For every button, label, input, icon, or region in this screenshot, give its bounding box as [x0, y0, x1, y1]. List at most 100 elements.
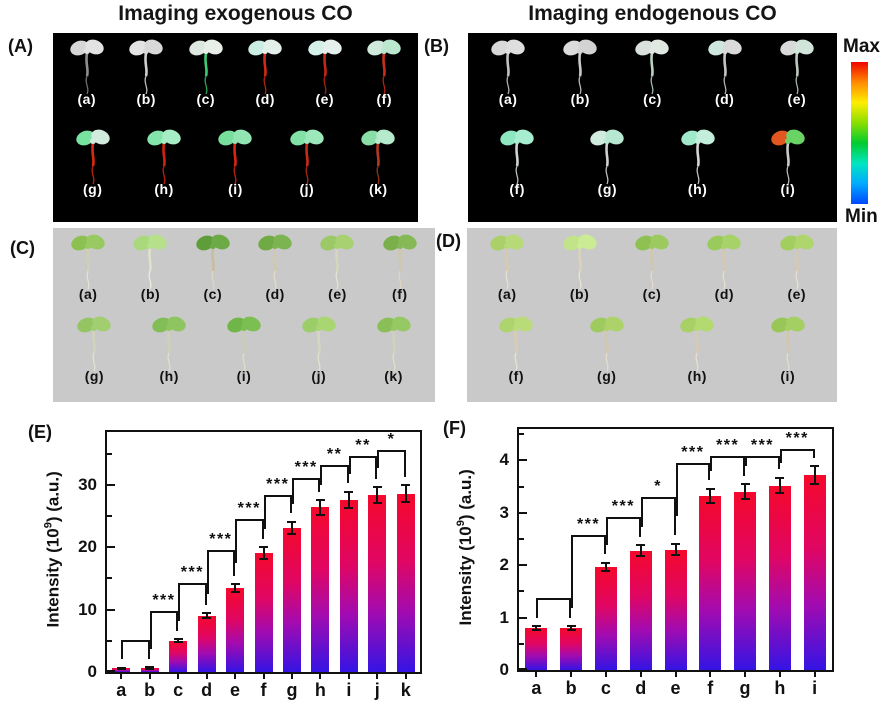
plant-row: (a) (b) (c) (d) (e) [471, 233, 833, 315]
error-bar [347, 490, 350, 510]
x-axis-tick [639, 672, 642, 677]
seedling-icon [308, 39, 342, 95]
seedling-icon [780, 39, 814, 95]
significance-bracket-leg [320, 465, 323, 485]
significance-stars: ** [355, 437, 371, 455]
y-axis-minor-tick [519, 642, 524, 645]
y-axis-label-text: Intensity (10 [43, 528, 63, 628]
plant-label: (g) [84, 368, 105, 384]
plant: (a) [68, 233, 108, 302]
seedling-icon [196, 234, 230, 290]
panel-b-fluorescence-image: (a) (b) (c) (d) (e) (f) (g) (h) (i) [468, 33, 837, 222]
x-axis-category-label: b [565, 678, 577, 698]
x-axis-category-label: e [670, 678, 681, 698]
seedling-icon [77, 316, 112, 372]
chart-e-plot-area: *** *** *** *** *** *** ** ** * [105, 430, 422, 674]
x-axis-category-label: c [600, 678, 611, 698]
y-axis-major-tick [107, 608, 115, 611]
bar-h [768, 485, 791, 670]
bar-f [254, 552, 273, 672]
y-axis-minor-tick [519, 485, 524, 488]
seedling-icon [491, 39, 525, 95]
error-bar [639, 544, 642, 557]
plant-label: (e) [328, 286, 347, 302]
error-bar-cap [259, 557, 268, 560]
significance-bracket-leg [235, 518, 238, 564]
seedling-icon [680, 316, 714, 372]
significance-bracket-leg [536, 597, 539, 618]
plant-label: (c) [642, 286, 662, 302]
x-axis-category-label: b [144, 680, 156, 700]
error-bar-cap [566, 624, 576, 627]
error-bar-cap [671, 554, 680, 557]
significance-bracket [640, 497, 676, 500]
panel-d-photo-image: (a) (b) (c) (d) (e) (f) (g) (h) (i) [467, 228, 837, 402]
panel-letter-a: (A) [8, 36, 33, 56]
plant-label: (k) [368, 180, 388, 197]
y-axis-minor-tick [519, 590, 524, 593]
error-bar [709, 487, 712, 505]
plant-label: (a) [77, 91, 97, 107]
title-exogenous-co: Imaging exogenous CO [118, 2, 353, 25]
plant-row: (a) (b) (c) (d) (e) (f) [57, 233, 431, 315]
significance-bracket-leg [289, 494, 292, 514]
error-bar-cap [636, 544, 646, 547]
significance-bracket-leg [206, 549, 209, 595]
plant-label: (i) [780, 368, 796, 384]
plant: (f) [364, 38, 404, 107]
seedling-icon [320, 234, 355, 290]
error-bar-cap [705, 502, 715, 505]
bar-e [664, 549, 687, 670]
bar-k [396, 493, 415, 672]
significance-stars: *** [750, 437, 775, 455]
significance-bracket-leg [346, 465, 349, 484]
plant: (g) [587, 315, 627, 384]
error-bar-cap [740, 498, 750, 501]
plant: (h) [677, 315, 717, 384]
seedling-icon [367, 39, 401, 95]
plant: (i) [215, 128, 255, 197]
error-bar [234, 583, 237, 594]
y-axis-label-exponent: 9 [454, 519, 467, 526]
significance-bracket [235, 518, 264, 521]
x-axis-category-label: c [173, 680, 184, 700]
bar-a [112, 668, 131, 672]
significance-stars: *** [152, 591, 176, 609]
significance-bracket-leg [261, 518, 264, 539]
chart-e-intensity-bar: *** *** *** *** *** *** ** ** * 0 10 20 30 a b c d e f g h i… [43, 430, 422, 700]
plant-label: (e) [787, 286, 807, 302]
error-bar [205, 612, 208, 620]
x-axis-category-label: e [230, 680, 241, 700]
seedling-icon [562, 234, 597, 290]
error-bar-cap [202, 617, 212, 620]
y-axis-label-exponent: 9 [42, 522, 55, 529]
seedling-icon [500, 129, 534, 184]
significance-bracket-leg [569, 597, 572, 618]
significance-bracket [320, 465, 349, 468]
significance-stars: * [387, 431, 396, 449]
y-axis-label-text: Intensity (10 [455, 525, 475, 625]
significance-bracket [263, 494, 292, 497]
x-axis-tick [709, 672, 712, 677]
plant: (h) [144, 128, 184, 197]
plant: (b) [560, 38, 600, 107]
x-axis-tick [404, 674, 407, 679]
x-axis-tick [535, 672, 538, 677]
plant-row: (g) (h) (i) (j) (k) [57, 128, 414, 218]
plant-label: (a) [498, 91, 518, 107]
x-axis-category-label: a [116, 680, 127, 700]
significance-bracket [178, 583, 207, 586]
plant: (d) [255, 233, 295, 302]
error-bar-cap [116, 666, 126, 669]
chart-f-plot-area: *** *** * *** *** *** *** [517, 427, 834, 672]
significance-bracket [605, 517, 641, 520]
seedling-icon [258, 234, 292, 290]
bar-d [629, 550, 652, 670]
error-bar-cap [775, 476, 785, 479]
significance-bracket-leg [403, 450, 406, 478]
y-axis-tick-label: 3 [499, 502, 509, 522]
significance-stars: *** [180, 564, 204, 582]
plant: (j) [287, 128, 327, 197]
x-axis-category-label: a [531, 678, 542, 698]
